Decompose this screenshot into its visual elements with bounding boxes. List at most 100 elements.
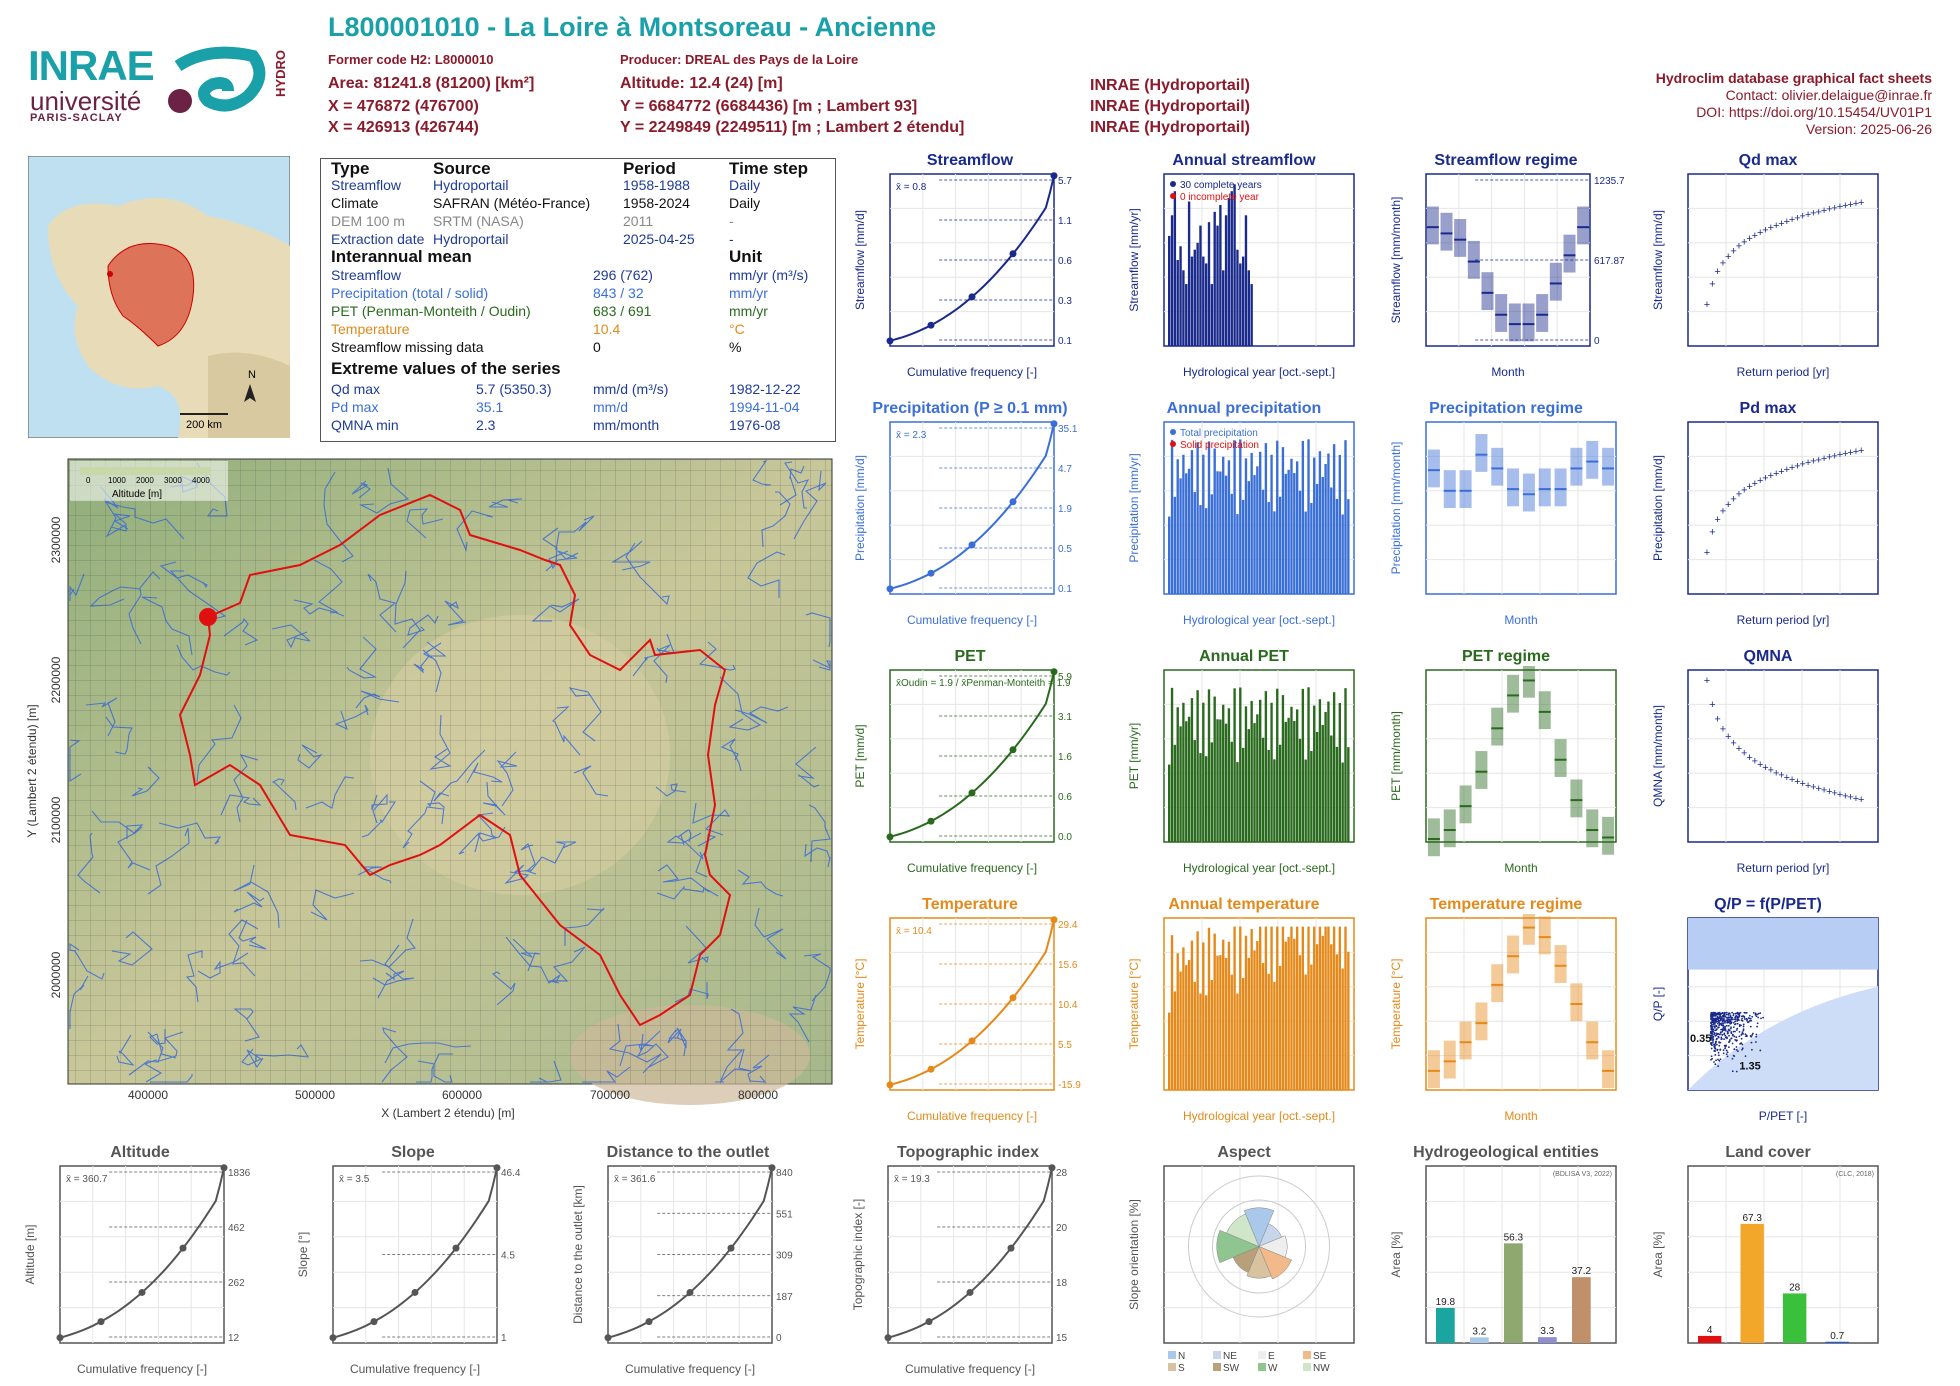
scatter-point: [1743, 1018, 1746, 1020]
bar: [1193, 249, 1196, 346]
quantile-point: [645, 1318, 653, 1326]
x-axis-label: Cumulative frequency [-]: [907, 1109, 1037, 1123]
bar: [1241, 977, 1245, 1090]
bar: [1173, 991, 1177, 1090]
source-type: DEM 100 m: [331, 213, 405, 229]
chart-title: Land cover: [1725, 1144, 1811, 1161]
bar: [1261, 737, 1265, 842]
scatter-point: [1736, 1022, 1739, 1025]
scatter-point: [1756, 1013, 1759, 1016]
chart-title: Aspect: [1217, 1144, 1271, 1161]
quantile-point: [884, 1334, 892, 1342]
chart-plot: Hydrological year [oct.-sept.] Streamflow…: [1127, 173, 1355, 379]
scatter-point: [1729, 1014, 1732, 1017]
scatter-point: [1734, 1018, 1737, 1021]
bar: [1304, 759, 1307, 842]
scatter-point: [1717, 1035, 1720, 1038]
bar: [1256, 940, 1259, 1090]
extreme-date: 1994-11-04: [729, 399, 800, 415]
bar: [1227, 708, 1231, 842]
scatter-point: [1745, 1017, 1748, 1020]
minimap-scale: 200 km: [186, 419, 222, 431]
scatter-point: [1750, 1035, 1753, 1038]
bar: [1321, 935, 1324, 1090]
extreme-var: Qd max: [331, 381, 381, 397]
return-point: +: [1842, 790, 1848, 802]
quantile-point: [968, 293, 976, 301]
plot-frame: [1687, 421, 1879, 595]
bar: [1347, 747, 1350, 842]
scatter-point: [1727, 1028, 1730, 1031]
return-point: +: [1704, 675, 1710, 687]
scatter-point: [1710, 1012, 1713, 1015]
y-axis-label: Distance to the outlet [km]: [571, 1185, 585, 1324]
quantile-point: [925, 1318, 933, 1326]
bar: [1196, 242, 1199, 346]
scatter-point: [1741, 1015, 1743, 1018]
interannual-var: Streamflow missing data: [331, 339, 484, 355]
chart-pet-regime: PET regime Month PET [mm/month]: [1388, 648, 1624, 884]
bar: [1179, 478, 1182, 594]
bar: [1173, 191, 1177, 346]
return-point: +: [1730, 245, 1736, 257]
y-axis-label: Slope orientation [%]: [1127, 1199, 1141, 1310]
return-point: +: [1752, 478, 1758, 490]
bar: [1187, 468, 1191, 594]
quantile-point: [1009, 746, 1017, 754]
chart-streamflow-regime: Streamflow regime Month Streamflow [mm/mon…: [1388, 152, 1631, 388]
chart-topographic-index: Topographic index Cumulative frequency [-…: [850, 1144, 1086, 1385]
return-point: +: [1794, 776, 1800, 788]
aspect-slice: [1216, 1229, 1260, 1264]
source-note: (BDLISA V3, 2022): [1553, 1171, 1612, 1178]
bar: [1281, 695, 1285, 842]
source-1: INRAE (Hydroportail): [1090, 77, 1250, 94]
scatter-point: [1716, 1049, 1719, 1052]
bar: [1207, 222, 1211, 346]
scatter-point: [1756, 1025, 1759, 1028]
y-axis-label: Streamflow [mm/d]: [853, 210, 867, 310]
bar: [1219, 471, 1222, 594]
return-point: +: [1816, 783, 1822, 795]
hydro-label: HYDRO: [273, 50, 288, 97]
quantile-point: [1050, 420, 1058, 428]
right-tick: 0.6: [1058, 256, 1072, 267]
quantile-point: [1048, 1164, 1056, 1172]
regime-box: [1522, 473, 1535, 512]
return-point: +: [1736, 489, 1742, 501]
return-point: +: [1714, 266, 1720, 278]
inrae-logo: INRAE: [28, 42, 155, 89]
bar: [1276, 926, 1279, 1090]
source-timestep: Daily: [729, 177, 761, 193]
former-code: Former code H2: L8000010: [328, 52, 494, 67]
return-point: +: [1730, 738, 1736, 750]
upper-zone: [1688, 918, 1878, 970]
bar: [1176, 260, 1179, 346]
bar: [1253, 475, 1256, 594]
bar: [1193, 740, 1196, 842]
chart-qd-max: Qd max Return period [yr] Streamflow [mm/d…: [1650, 152, 1886, 388]
bar: [1210, 284, 1214, 346]
bar: [1344, 440, 1347, 594]
regime-box: [1577, 206, 1590, 245]
right-tick: 262: [228, 1278, 245, 1289]
aspect-legend-entry: NE: [1223, 1351, 1237, 1362]
scatter-point: [1733, 1035, 1736, 1038]
scatter-point: [1744, 1033, 1747, 1036]
interannual-var: Temperature: [331, 321, 410, 337]
y-axis-label: Temperature [°C]: [853, 959, 867, 1050]
return-point: +: [1720, 505, 1726, 517]
quantile-point: [138, 1288, 146, 1296]
scatter-point: [1724, 1045, 1727, 1048]
x-axis-label: Return period [yr]: [1737, 613, 1830, 627]
y-axis-label: Temperature [°C]: [1389, 959, 1403, 1050]
x-axis-label: P/PET [-]: [1759, 1109, 1807, 1123]
scatter-point: [1730, 1026, 1732, 1029]
scatter-point: [1715, 1018, 1718, 1021]
bar: [1193, 981, 1196, 1090]
regime-box: [1538, 468, 1551, 507]
right-tick: 187: [776, 1292, 793, 1303]
scatter-point: [1744, 1055, 1747, 1058]
scatter-point: [1742, 1032, 1745, 1035]
bar: [1219, 955, 1222, 1090]
bar: [1327, 701, 1330, 842]
